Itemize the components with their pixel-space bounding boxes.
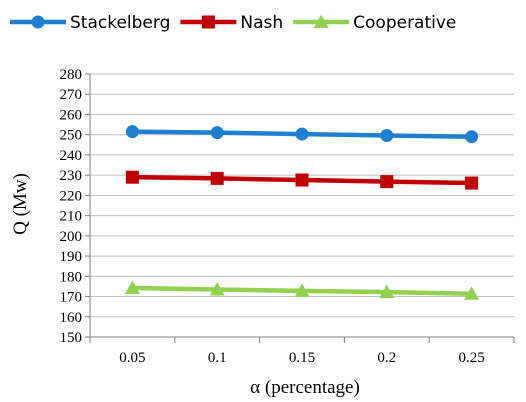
legend-marker xyxy=(313,14,329,28)
y-tick-label: 280 xyxy=(60,67,83,83)
legend-label: Stackelberg xyxy=(70,13,170,33)
x-tick-label: 0.25 xyxy=(458,350,484,366)
legend-label: Cooperative xyxy=(353,13,456,33)
x-tick-label: 0.05 xyxy=(119,350,145,366)
data-point-nash xyxy=(295,173,309,187)
y-tick-labels: 150 160 170 180 190 200 210 220 230 240 250 260 270 2… xyxy=(60,67,83,346)
legend-marker xyxy=(31,15,45,29)
legend-label: Nash xyxy=(240,13,283,33)
data-point-stackelberg xyxy=(295,127,309,141)
series-nash xyxy=(125,170,479,190)
y-tick-label: 250 xyxy=(60,128,83,144)
legend-marker xyxy=(201,15,215,29)
x-tick-labels: 0.05 0.1 0.15 0.2 0.25 xyxy=(119,350,484,366)
data-point-nash xyxy=(380,175,394,189)
data-point-stackelberg xyxy=(210,126,224,140)
legend-item-stackelberg: Stackelberg xyxy=(10,13,170,33)
data-point-cooperative xyxy=(124,280,140,295)
y-tick-label: 230 xyxy=(60,168,83,184)
axes xyxy=(85,73,515,343)
data-point-cooperative xyxy=(464,286,480,300)
series-layer xyxy=(124,125,480,300)
data-point-nash xyxy=(210,171,224,185)
series-stackelberg xyxy=(125,125,479,144)
y-tick-label: 220 xyxy=(60,188,83,204)
x-tick-label: 0.15 xyxy=(289,350,315,366)
y-tick-label: 260 xyxy=(60,107,83,123)
gridlines xyxy=(90,73,514,338)
data-point-nash xyxy=(465,176,479,190)
data-point-stackelberg xyxy=(465,130,479,144)
x-tick-label: 0.2 xyxy=(377,350,396,366)
data-point-cooperative xyxy=(379,284,395,299)
y-tick-label: 150 xyxy=(60,330,83,346)
y-tick-label: 270 xyxy=(60,87,83,103)
series-cooperative xyxy=(124,280,480,300)
y-tick-label: 210 xyxy=(60,209,83,225)
legend-item-nash: Nash xyxy=(180,13,283,33)
y-tick-label: 200 xyxy=(60,229,83,245)
x-axis-label: α (percentage) xyxy=(250,377,360,398)
y-axis-label: Q (Mw) xyxy=(10,173,31,235)
data-point-stackelberg xyxy=(125,125,139,139)
y-tick-label: 240 xyxy=(60,148,83,164)
y-tick-label: 160 xyxy=(60,310,83,326)
x-tick-label: 0.1 xyxy=(208,350,227,366)
data-point-stackelberg xyxy=(380,129,394,143)
data-point-nash xyxy=(125,170,139,184)
y-tick-label: 170 xyxy=(60,290,83,306)
legend: Stackelberg Nash Cooperative xyxy=(10,13,456,33)
y-tick-label: 180 xyxy=(60,269,83,285)
data-point-cooperative xyxy=(209,281,225,296)
y-tick-label: 190 xyxy=(60,249,83,265)
legend-item-cooperative: Cooperative xyxy=(293,13,456,33)
data-point-cooperative xyxy=(294,283,310,297)
